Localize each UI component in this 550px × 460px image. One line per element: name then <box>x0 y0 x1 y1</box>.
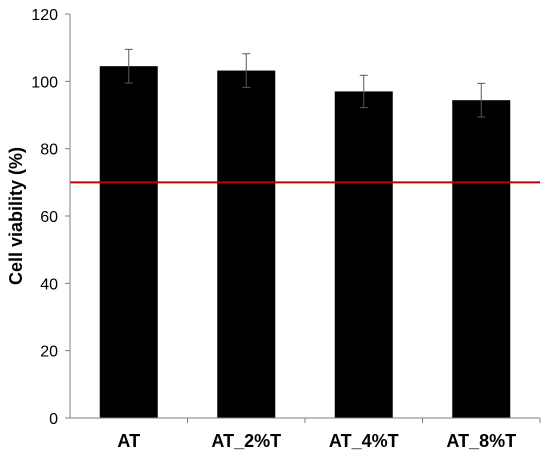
y-tick-label: 40 <box>40 276 58 293</box>
error-bar-4 <box>477 82 486 118</box>
y-tick-label: 60 <box>40 209 58 226</box>
y-axis-title: Cell viability (%) <box>6 147 26 285</box>
plot-area <box>70 48 540 418</box>
x-category-label: AT_4%T <box>329 431 399 451</box>
y-tick-label: 120 <box>31 7 58 24</box>
bar-1 <box>99 66 158 418</box>
x-category-label: AT <box>117 431 140 451</box>
error-bar-3 <box>359 74 368 109</box>
x-category-label: AT_8%T <box>446 431 516 451</box>
y-tick-label: 100 <box>31 74 58 91</box>
bar-3 <box>334 91 393 418</box>
y-tick-label: 20 <box>40 344 58 361</box>
y-tick-label: 0 <box>49 411 58 428</box>
bar-4 <box>452 100 511 418</box>
y-ticks: 0 20 40 60 80 100 120 <box>31 7 70 428</box>
y-tick-label: 80 <box>40 142 58 159</box>
error-bar-2 <box>242 53 251 88</box>
x-category-label: AT_2%T <box>211 431 281 451</box>
error-bar-1 <box>124 48 133 84</box>
bar-2 <box>217 70 276 418</box>
x-tick-labels: AT AT_2%T AT_4%T AT_8%T <box>117 418 541 451</box>
